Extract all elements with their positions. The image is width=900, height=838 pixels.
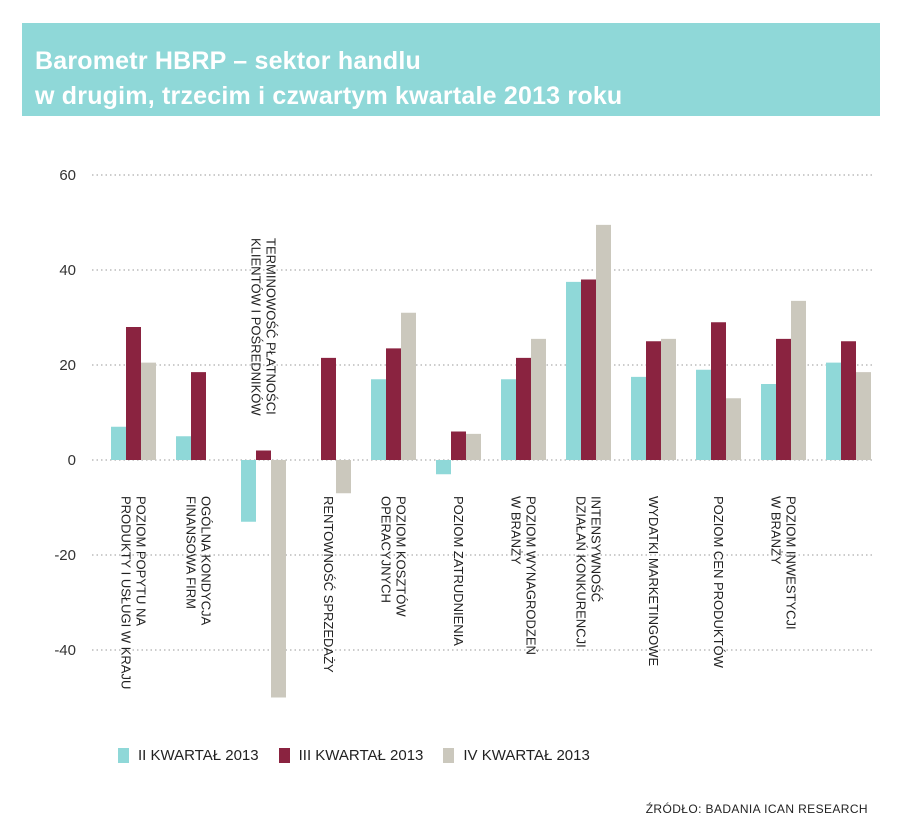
y-tick-label: 20 [59, 357, 76, 374]
title-band: Barometr HBRP – sektor handlu w drugim, … [22, 23, 880, 116]
chart-title-line-2: w drugim, trzecim i czwartym kwartale 20… [35, 82, 623, 110]
bar-s2-c11 [776, 338, 791, 460]
bar-s3-c12 [856, 372, 871, 460]
legend-label-q4: IV KWARTAŁ 2013 [463, 746, 590, 764]
x-category-label-line: OPERACYJNYCH [378, 496, 393, 603]
x-category-label-line: DZIAŁAŃ KONKURENCJI [573, 496, 588, 648]
x-category-label-line: KLIENTÓW I POŚREDNIKÓW [248, 238, 263, 416]
bar-s1-c10 [696, 369, 711, 460]
bar-s3-c10 [726, 398, 741, 460]
bar-s3-c8 [596, 224, 611, 460]
bar-s1-c2 [176, 436, 191, 460]
bar-s3-c9 [661, 338, 676, 460]
bar-s1-c5 [371, 379, 386, 460]
x-category-label-line: INTENSYWNOŚĆ [588, 496, 603, 602]
bar-s2-c7 [516, 357, 531, 460]
y-tick-label: 60 [59, 167, 76, 184]
bar-s1-c12 [826, 362, 841, 460]
legend-item-q2: II KWARTAŁ 2013 [118, 747, 259, 764]
bar-s1-c3 [241, 460, 256, 522]
x-category-label-line: POZIOM KOSZTÓW [393, 496, 408, 617]
bar-s1-c1 [111, 426, 126, 460]
bar-s2-c5 [386, 348, 401, 460]
y-tick-label: 0 [68, 452, 76, 469]
x-category-label-line: FINANSOWA FIRM [183, 496, 198, 609]
bar-s2-c12 [841, 341, 856, 460]
legend-item-q4: IV KWARTAŁ 2013 [443, 746, 590, 764]
bar-s2-c8 [581, 279, 596, 460]
x-category-label-line: WYDATKI MARKETINGOWE [646, 496, 661, 667]
y-tick-label: -40 [54, 642, 76, 659]
y-tick-label: -20 [54, 547, 76, 564]
y-tick-label: 40 [59, 262, 76, 279]
legend-swatch-q3 [278, 747, 290, 763]
bar-s2-c10 [711, 322, 726, 460]
x-category-label-line: POZIOM POPYTU NA [133, 496, 148, 626]
x-category-label: POZIOM CEN PRODUKTÓW [711, 496, 726, 669]
x-category-label: RENTOWNOŚĆ SPRZEDAŻY [321, 496, 336, 673]
x-category-label-line: RENTOWNOŚĆ SPRZEDAŻY [321, 496, 336, 673]
legend: II KWARTAŁ 2013 III KWARTAŁ 2013 IV KWAR… [118, 744, 610, 766]
bar-s2-c9 [646, 341, 661, 460]
x-category-label-line: POZIOM INWESTYCJI [783, 496, 798, 630]
x-category-label: WYDATKI MARKETINGOWE [646, 496, 661, 667]
x-category-label-line: TERMINOWOŚĆ PŁATNOŚCI [263, 238, 278, 415]
x-category-label: POZIOM ZATRUDNIENIA [451, 496, 466, 646]
legend-label-q3: III KWARTAŁ 2013 [298, 746, 424, 764]
bar-s3-c1 [141, 362, 156, 460]
legend-swatch-q4 [443, 747, 455, 763]
x-category-label-line: W BRANŻY [768, 496, 783, 565]
x-category-label-line: W BRANŻY [508, 496, 523, 565]
bar-s1-c7 [501, 379, 516, 460]
bar-s1-c11 [761, 384, 776, 460]
legend-item-q3: III KWARTAŁ 2013 [278, 746, 424, 764]
bar-s1-c6 [436, 460, 451, 475]
bar-s2-c1 [126, 327, 141, 460]
x-category-label-line: POZIOM WYNAGRODZEŃ [523, 496, 538, 655]
bar-s1-c8 [566, 281, 581, 460]
bar-s3-c5 [401, 312, 416, 460]
bar-s3-c11 [791, 300, 806, 460]
bar-s3-c3 [271, 460, 286, 698]
chart-title-line-1: Barometr HBRP – sektor handlu [35, 47, 421, 75]
bar-s3-c4 [336, 460, 351, 494]
legend-swatch-q2 [118, 747, 129, 763]
bar-s3-c7 [531, 338, 546, 460]
bar-s2-c4 [321, 357, 336, 460]
bar-s2-c3 [256, 450, 271, 460]
x-category-label-line: POZIOM ZATRUDNIENIA [451, 496, 466, 646]
bar-s3-c6 [466, 433, 481, 460]
legend-label-q2: II KWARTAŁ 2013 [138, 746, 259, 764]
source-note: ŹRÓDŁO: BADANIA ICAN RESEARCH [645, 802, 868, 816]
x-category-label-line: OGÓLNA KONDYCJA [198, 496, 213, 626]
bar-s2-c2 [191, 372, 206, 460]
x-category-label-line: POZIOM CEN PRODUKTÓW [711, 496, 726, 669]
x-category-label-line: PRODUKTY I USŁUGI W KRAJU [118, 496, 133, 689]
bar-s2-c6 [451, 431, 466, 460]
bar-s1-c9 [631, 376, 646, 460]
